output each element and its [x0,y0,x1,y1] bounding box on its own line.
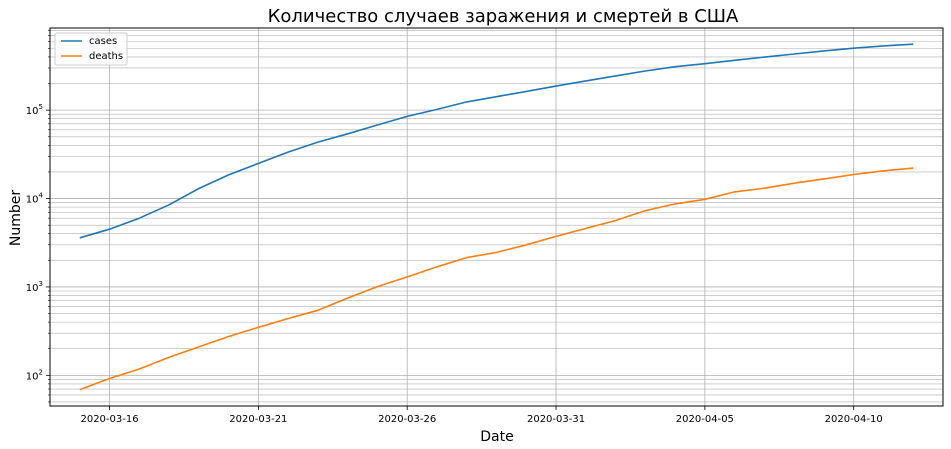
x-tick-label: 2020-03-21 [229,414,287,425]
series-line-deaths [79,167,914,391]
x-tick-label: 2020-03-16 [80,414,138,425]
x-axis-label: Date [480,429,513,445]
series-line-cases [79,43,914,239]
legend: cases deaths [54,32,128,66]
ticks: 2020-03-16 2020-03-21 2020-03-26 2020-03-31… [26,30,883,425]
y-tick-label: 105 [26,103,43,117]
x-tick-label: 2020-04-10 [825,414,883,425]
y-tick-label: 104 [26,192,44,206]
plot-frame [49,27,944,407]
y-tick-label: 102 [26,368,43,382]
series-lines [79,43,914,391]
y-tick-label: 103 [26,280,43,294]
grid [50,28,943,406]
x-tick-label: 2020-04-05 [676,414,734,425]
legend-label-deaths: deaths [89,51,123,62]
x-tick-label: 2020-03-26 [378,414,436,425]
y-axis-label: Number [8,190,24,246]
chart-title: Количество случаев заражения и смертей в… [268,6,739,27]
x-tick-label: 2020-03-31 [527,414,585,425]
legend-label-cases: cases [89,36,117,47]
